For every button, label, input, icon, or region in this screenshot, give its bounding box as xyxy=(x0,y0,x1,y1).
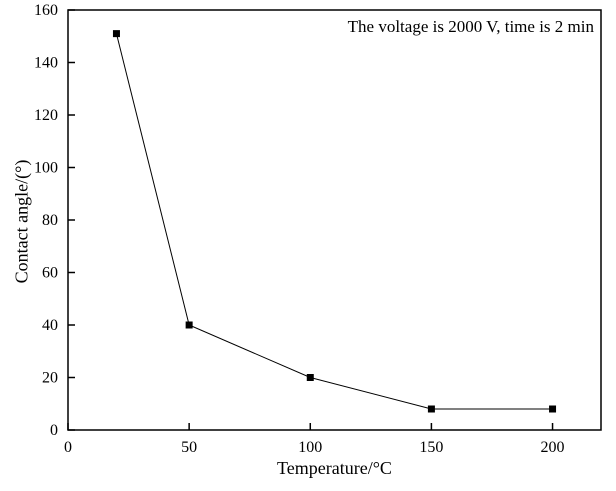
x-tick-label: 200 xyxy=(541,439,565,456)
y-tick-label: 140 xyxy=(34,55,58,72)
data-line xyxy=(115,33,553,410)
y-tick-label: 0 xyxy=(50,422,58,439)
x-tick-label: 0 xyxy=(64,439,72,456)
y-tick-label: 100 xyxy=(34,160,58,177)
data-point xyxy=(306,374,314,381)
y-tick-label: 40 xyxy=(42,317,58,334)
data-point xyxy=(112,30,120,38)
chart-annotation: The voltage is 2000 V, time is 2 min xyxy=(347,17,594,36)
data-point xyxy=(427,405,435,413)
data-point xyxy=(549,405,557,413)
y-tick-label: 160 xyxy=(34,2,58,19)
y-tick-label: 80 xyxy=(42,212,58,229)
x-axis-label: Temperature/°C xyxy=(277,458,392,478)
y-tick-label: 20 xyxy=(42,370,58,387)
x-tick-label: 50 xyxy=(181,439,197,456)
y-axis-label: Contact angle/(°) xyxy=(11,159,32,284)
x-tick-label: 150 xyxy=(419,439,443,456)
y-tick-label: 120 xyxy=(34,107,58,124)
data-point xyxy=(185,321,193,329)
plot-frame xyxy=(67,9,602,431)
x-tick-label: 100 xyxy=(298,439,322,456)
y-tick-label: 60 xyxy=(42,265,58,282)
